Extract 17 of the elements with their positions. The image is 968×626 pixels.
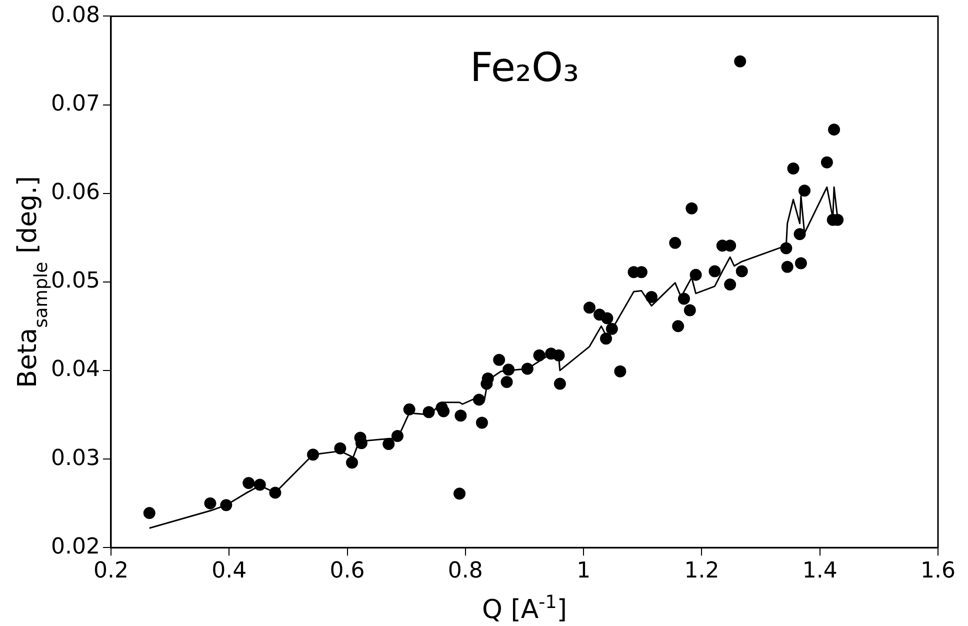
y-axis-title: Betasample [deg.] [13, 176, 52, 388]
x-tick-label: 0.4 [212, 558, 247, 584]
x-tick-label: 1.6 [920, 558, 956, 584]
x-tick-label: 1 [576, 558, 591, 584]
x-tick-label: 0.6 [330, 558, 365, 584]
y-tick-label: 0.06 [51, 180, 100, 206]
x-tick-label: 0.2 [93, 558, 128, 584]
y-tick-label: 0.07 [51, 91, 100, 116]
y-tick-label: 0.04 [51, 357, 100, 382]
y-tick-label: 0.03 [51, 446, 100, 471]
y-tick-label: 0.02 [51, 534, 100, 560]
text: Fe₂O₃ [470, 45, 579, 92]
y-tick-label: 0.05 [51, 268, 100, 294]
x-tick-label: 1.4 [802, 558, 838, 584]
x-tick-label: 0.8 [448, 558, 483, 584]
y-tick-label: 0.08 [51, 2, 100, 28]
x-tick-label: 1.2 [684, 558, 720, 584]
